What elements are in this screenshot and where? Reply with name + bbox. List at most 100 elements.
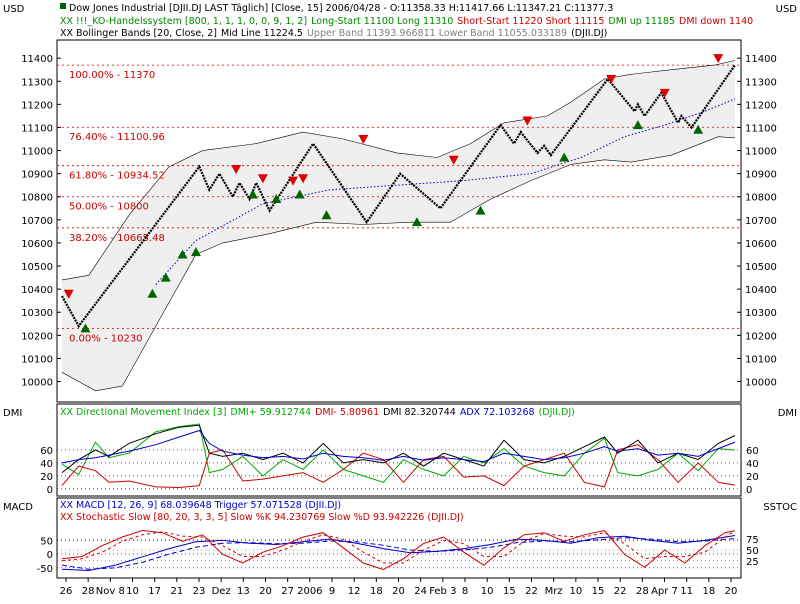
- down-triangle-icon: [448, 155, 459, 165]
- down-triangle-icon: [606, 74, 617, 84]
- price-panel-frame: [56, 39, 742, 403]
- x-tick-label: 18: [370, 586, 383, 597]
- down-triangle-icon: [522, 116, 533, 126]
- stoch-tick-label: 50: [746, 546, 759, 557]
- macd-label-left: MACD: [3, 502, 33, 513]
- price-tick-label: 10000: [21, 378, 53, 389]
- bollinger-band-fill: [62, 60, 735, 391]
- x-tick-label: 27: [281, 586, 294, 597]
- dmi-legend: XX Directional Movement Index [3] DMI+ 59…: [60, 407, 575, 418]
- up-triangle-icon: [190, 247, 201, 257]
- up-triangle-icon: [177, 249, 188, 259]
- fib-level-label: 38.20% - 10665.48: [69, 233, 165, 244]
- stoch-tick-label: 75: [746, 535, 759, 546]
- price-tick-label: 10300: [745, 308, 777, 319]
- price-tick-label: 11100: [745, 123, 777, 134]
- dmi-series-adx: [61, 429, 736, 464]
- macd-tick-label: 50: [40, 536, 53, 547]
- price-tick-label: 10700: [745, 216, 777, 227]
- fib-level-label: 0.00% - 10230: [69, 333, 143, 344]
- price-tick-label: 10600: [21, 239, 53, 250]
- up-triangle-icon: [294, 189, 305, 199]
- dmi-label-right: DMI: [778, 408, 797, 419]
- up-triangle-icon: [271, 194, 282, 204]
- price-tick-label: 10600: [745, 239, 777, 250]
- macd-legend: XX MACD [12, 26, 9] 68.039648 Trigger 57…: [60, 500, 341, 511]
- x-tick-label: 20: [392, 586, 405, 597]
- dmi-tick-label: 0: [746, 485, 752, 496]
- x-tick-label: 9: [329, 586, 335, 597]
- price-tick-label: 11300: [745, 77, 777, 88]
- usd-label-right: USD: [776, 4, 798, 15]
- up-triangle-icon: [247, 189, 258, 199]
- up-triangle-icon: [475, 205, 486, 215]
- down-triangle-icon: [257, 174, 268, 184]
- dmi-label-left: DMI: [3, 408, 22, 419]
- dmi-series-dmiminus: [61, 444, 736, 489]
- price-tick-label: 10500: [21, 262, 53, 273]
- dmi-tick-label: 60: [40, 446, 53, 457]
- x-tick-label: 13: [237, 586, 250, 597]
- stoch-tick-label: 25: [746, 557, 759, 568]
- up-triangle-icon: [559, 152, 570, 162]
- x-tick-label: 17: [148, 586, 161, 597]
- macd-line: [61, 535, 736, 572]
- lower-band-line: [61, 136, 736, 392]
- x-tick-label: 21: [170, 586, 183, 597]
- price-tick-label: 10700: [21, 216, 53, 227]
- fib-level-label: 50.00% - 10800: [69, 202, 149, 213]
- fib-level-label: 76.40% - 11100.96: [69, 132, 165, 143]
- x-tick-label: 15: [592, 586, 605, 597]
- ko-system-legend: XX !!!_KO-Handelssystem [800, 1, 1, 1, 0…: [60, 16, 753, 27]
- up-triangle-icon: [160, 272, 171, 282]
- price-tick-label: 11300: [21, 77, 53, 88]
- x-tick-label: 15: [503, 586, 516, 597]
- down-triangle-icon: [288, 176, 299, 186]
- up-triangle-icon: [147, 288, 158, 298]
- price-tick-label: 10400: [745, 285, 777, 296]
- price-tick-label: 11200: [745, 100, 777, 111]
- x-tick-label: Dez: [212, 586, 231, 597]
- x-tick-label: Feb 3: [429, 586, 456, 597]
- price-tick-label: 11400: [21, 54, 53, 65]
- bollinger-mid-line: [155, 98, 736, 285]
- price-tick-label: 10100: [745, 354, 777, 365]
- price-tick-label: 10900: [21, 170, 53, 181]
- price-tick-label: 10200: [745, 331, 777, 342]
- price-tick-label: 11200: [21, 100, 53, 111]
- x-tick-label: 10: [569, 586, 582, 597]
- fib-level-label: 61.80% - 10934.52: [69, 171, 165, 182]
- trigger-line: [61, 537, 736, 570]
- up-triangle-icon: [632, 120, 643, 130]
- dmi-tick-label: 40: [40, 459, 53, 470]
- price-tick-label: 10400: [21, 285, 53, 296]
- down-triangle-icon: [231, 165, 242, 175]
- price-tick-label: 11000: [21, 147, 53, 158]
- up-triangle-icon: [80, 323, 91, 333]
- macd-tick-label: 0: [47, 550, 53, 561]
- dmi-tick-label: 60: [746, 446, 759, 457]
- slow-k-line: [61, 529, 736, 571]
- x-tick-label: 24: [414, 586, 427, 597]
- down-triangle-icon: [713, 54, 724, 64]
- x-tick-label: 22: [525, 586, 538, 597]
- sstoc-label-right: SSTOC: [763, 502, 797, 513]
- x-tick-label: 10: [481, 586, 494, 597]
- up-triangle-icon: [411, 217, 422, 227]
- dmi-tick-label: 20: [40, 472, 53, 483]
- price-tick-label: 10200: [21, 331, 53, 342]
- up-triangle-icon: [321, 210, 332, 220]
- x-tick-label: Nov 8: [96, 586, 125, 597]
- price-tick-label: 11000: [745, 147, 777, 158]
- dmi-tick-label: 40: [746, 459, 759, 470]
- up-triangle-icon: [693, 124, 704, 134]
- usd-label-left: USD: [3, 4, 25, 15]
- dmi-series-dmiplus: [61, 423, 736, 483]
- price-tick-label: 10900: [745, 170, 777, 181]
- price-tick-label: 11100: [21, 123, 53, 134]
- x-tick-label: 11: [680, 586, 693, 597]
- slow-d-line: [61, 530, 736, 564]
- down-triangle-icon: [659, 88, 670, 98]
- x-tick-label: 28: [636, 586, 649, 597]
